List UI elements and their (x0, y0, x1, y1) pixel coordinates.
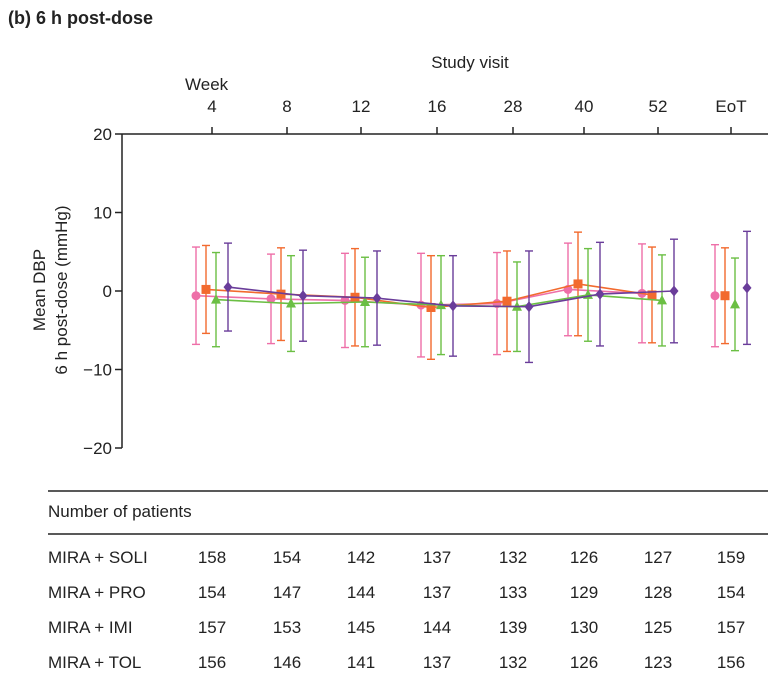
series-3 (223, 230, 752, 364)
y-axis-title-line1: Mean DBP (30, 249, 49, 331)
series-2 (211, 247, 740, 356)
series-1 (201, 231, 730, 360)
data-point (426, 302, 436, 312)
data-point (573, 279, 583, 289)
x-tick-label: 28 (504, 97, 523, 116)
data-point (360, 296, 370, 306)
series-0 (191, 242, 720, 358)
data-point (669, 285, 679, 297)
data-point (223, 281, 233, 293)
series-layer (191, 230, 752, 364)
y-tick-label: 10 (93, 204, 112, 223)
data-point (201, 284, 211, 294)
data-point (657, 294, 667, 305)
data-point (595, 288, 605, 300)
x-tick-label: 12 (352, 97, 371, 116)
data-point (647, 290, 657, 300)
week-label: Week (185, 75, 229, 94)
data-point (742, 282, 752, 294)
x-tick-labels: 4 8 12 16 28 40 52 EoT (207, 97, 746, 116)
data-point (266, 294, 276, 304)
data-point (448, 300, 458, 312)
y-tick-label: 0 (103, 282, 112, 301)
data-point (298, 290, 308, 302)
data-point (276, 289, 286, 299)
y-tick-label: 20 (93, 125, 112, 144)
x-tick-label: 40 (575, 97, 594, 116)
data-point (191, 291, 201, 301)
x-tick-label: 8 (282, 97, 291, 116)
data-point (524, 301, 534, 313)
x-axis-title: Study visit (431, 53, 509, 72)
x-tick-label: 52 (649, 97, 668, 116)
data-point (502, 296, 512, 306)
data-point (710, 291, 720, 301)
x-tick-label: 4 (207, 97, 216, 116)
data-point (286, 298, 296, 308)
x-tick-label: EoT (715, 97, 746, 116)
x-tick-label: 16 (428, 97, 447, 116)
y-tick-labels: 20 10 0 −10 −20 (83, 125, 122, 458)
y-axis-title: Mean DBP 6 h post-dose (mmHg) (30, 205, 71, 374)
y-tick-label: −20 (83, 439, 112, 458)
data-point (372, 292, 382, 304)
panel-title: (b) 6 h post-dose (8, 8, 153, 28)
data-point (730, 298, 740, 309)
y-axis-title-line2: 6 h post-dose (mmHg) (52, 205, 71, 374)
data-point (720, 291, 730, 301)
y-tick-label: −10 (83, 361, 112, 380)
data-point (211, 294, 221, 304)
axes (121, 127, 768, 448)
